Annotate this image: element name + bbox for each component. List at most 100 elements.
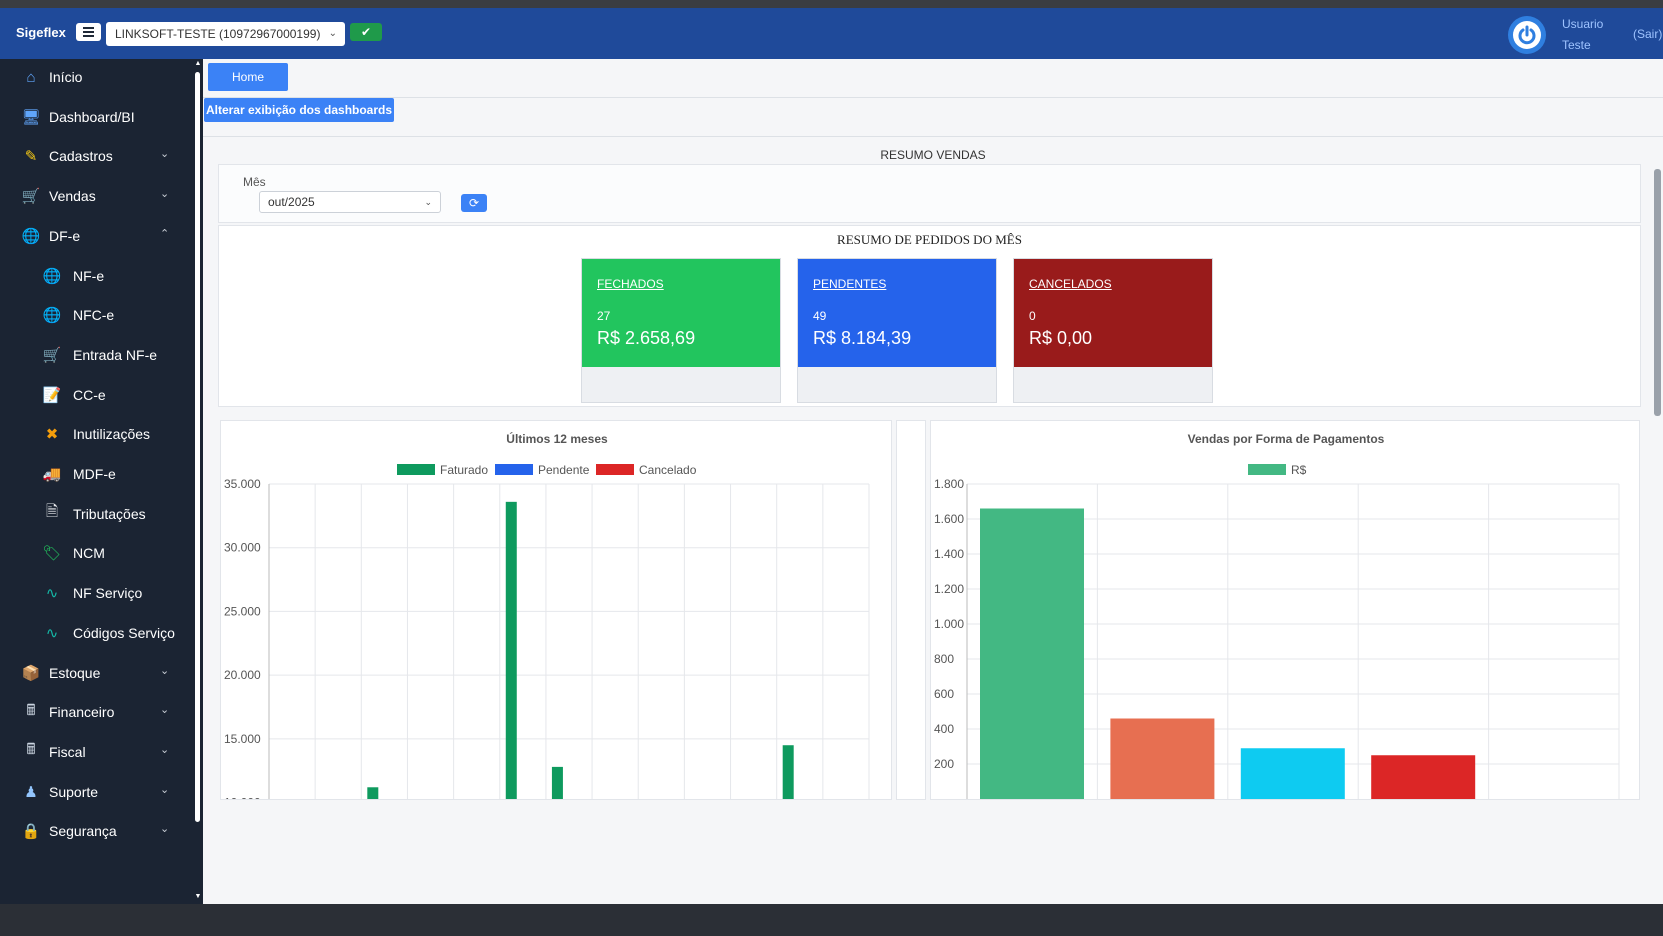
- legend-label: Faturado: [440, 463, 488, 477]
- bar: [980, 508, 1084, 799]
- sidebar-item-cadastros[interactable]: ✎ Cadastros ⌄: [0, 135, 193, 177]
- company-select[interactable]: LINKSOFT-TESTE (10972967000199) ⌄: [106, 22, 345, 46]
- sidebar-item-label: DF-e: [49, 227, 81, 244]
- boxes-icon: 📦: [21, 664, 41, 682]
- main-scrollbar[interactable]: [1652, 151, 1663, 851]
- sidebar-item-label: Estoque: [49, 664, 101, 681]
- alter-dashboard-button[interactable]: Alterar exibição dos dashboards: [204, 98, 394, 122]
- top-navbar: Sigeflex LINKSOFT-TESTE (10972967000199)…: [0, 8, 1663, 59]
- sidebar-item-entrada-nf-e[interactable]: 🛒 Entrada NF-e: [0, 334, 193, 376]
- sidebar-item-label: Fiscal: [49, 743, 86, 760]
- sidebar-item-df-e[interactable]: 🌐 DF-e ⌃: [0, 215, 193, 257]
- y-tick-label: 200: [934, 757, 954, 771]
- power-button[interactable]: [1508, 16, 1546, 54]
- card-pendentes[interactable]: PENDENTES 49 R$ 8.184,39: [797, 258, 997, 403]
- sidebar-item-estoque[interactable]: 📦 Estoque ⌄: [0, 652, 193, 694]
- sidebar-item-fiscal[interactable]: 🖩 Fiscal ⌄: [0, 731, 193, 773]
- sidebar-item-suporte[interactable]: ♟ Suporte ⌄: [0, 771, 193, 813]
- card-fechados-body: FECHADOS 27 R$ 2.658,69: [582, 259, 780, 367]
- y-tick-label: 1.200: [934, 582, 964, 596]
- sidebar-item-ncm[interactable]: 🏷 NCM: [0, 532, 193, 574]
- sidebar-item-nf-serviço[interactable]: ∿ NF Serviço: [0, 572, 193, 614]
- sidebar-item-segurança[interactable]: 🔒 Segurança ⌄: [0, 810, 193, 852]
- chevron-down-icon: ⌄: [160, 148, 170, 161]
- sidebar-scroll-thumb[interactable]: [195, 72, 200, 822]
- map-outline-icon: ∿: [45, 585, 59, 603]
- legend-swatch: [596, 464, 634, 475]
- sidebar-item-início[interactable]: ⌂ Início: [0, 56, 193, 98]
- bar: [782, 745, 794, 799]
- card-label[interactable]: FECHADOS: [597, 277, 664, 291]
- sidebar-item-label: NCM: [73, 545, 105, 562]
- chevron-down-icon: ⌄: [424, 197, 432, 207]
- chart-title: Últimos 12 meses: [506, 431, 608, 446]
- y-tick-label: 35.000: [224, 477, 261, 491]
- power-icon: [1513, 21, 1541, 49]
- sidebar-item-inutilizaç-es[interactable]: ✖ Inutilizações: [0, 413, 193, 455]
- sidebar-item-label: Tributações: [73, 505, 146, 522]
- bar: [505, 501, 517, 799]
- pedidos-panel: RESUMO DE PEDIDOS DO MÊS FECHADOS 27 R$ …: [218, 225, 1641, 407]
- chart-vendas-forma-pagamento: Vendas por Forma de Pagamentos R$ 1.800 1.6…: [930, 420, 1640, 800]
- monitor-chart-icon: 🖥: [21, 108, 41, 126]
- document-globe-icon: 🌐: [42, 267, 62, 285]
- cart-icon: 🛒: [42, 346, 62, 364]
- chevron-down-icon: ⌄: [160, 704, 170, 717]
- card-value: R$ 8.184,39: [813, 328, 912, 348]
- document-globe-icon: 🌐: [42, 307, 62, 325]
- y-tick-label: 10.000: [224, 796, 261, 800]
- truck-icon: 🚚: [42, 466, 62, 483]
- sidebar-item-financeiro[interactable]: 🖩 Financeiro ⌄: [0, 691, 193, 733]
- card-count: 0: [1029, 309, 1036, 323]
- resumo-vendas-title: RESUMO VENDAS: [880, 148, 986, 162]
- sidebar-item-tributaç-es[interactable]: 🗎 Tributações: [0, 493, 193, 535]
- chevron-down-icon: ⌄: [160, 664, 170, 677]
- main-scroll-thumb[interactable]: [1654, 169, 1661, 416]
- bar: [1240, 748, 1345, 799]
- sidebar-item-vendas[interactable]: 🛒 Vendas ⌄: [0, 175, 193, 217]
- bar: [551, 766, 563, 799]
- card-label[interactable]: CANCELADOS: [1029, 277, 1112, 291]
- y-tick-label: 15.000: [224, 732, 261, 746]
- sidebar-item-label: CC-e: [73, 386, 106, 403]
- card-label[interactable]: PENDENTES: [813, 277, 887, 291]
- support-person-icon: ♟: [24, 783, 38, 801]
- chevron-down-icon: ⌄: [160, 743, 170, 756]
- card-fechados[interactable]: FECHADOS 27 R$ 2.658,69: [581, 258, 781, 403]
- scroll-up-arrow-icon[interactable]: ▲: [194, 60, 202, 67]
- sidebar-item-nfc-e[interactable]: 🌐 NFC-e: [0, 294, 193, 336]
- sidebar-item-mdf-e[interactable]: 🚚 MDF-e: [0, 453, 193, 495]
- scroll-down-arrow-icon[interactable]: ▼: [194, 893, 202, 900]
- sidebar-item-label: NF-e: [73, 267, 105, 284]
- sidebar-item-nf-e[interactable]: 🌐 NF-e: [0, 255, 193, 297]
- sidebar-item-dashboard-bi[interactable]: 🖥 Dashboard/BI: [0, 96, 193, 138]
- sidebar-item-cc-e[interactable]: 📝 CC-e: [0, 374, 193, 416]
- card-value: R$ 2.658,69: [597, 328, 696, 348]
- map-outline-icon: ∿: [45, 624, 59, 642]
- confirm-company-button[interactable]: ✔: [350, 23, 382, 41]
- calculator-icon: 🖩: [26, 741, 36, 759]
- legend-swatch: [1248, 464, 1286, 475]
- sidebar-item-label: Dashboard/BI: [49, 108, 135, 125]
- filter-panel: Mês out/2025 ⌄ ⟳: [218, 164, 1641, 223]
- lock-icon: 🔒: [21, 823, 41, 841]
- home-button[interactable]: Home: [208, 63, 288, 91]
- sidebar-item-c-digos-serviço[interactable]: ∿ Códigos Serviço: [0, 612, 193, 654]
- refresh-button[interactable]: ⟳: [461, 194, 487, 212]
- sidebar-item-label: NF Serviço: [73, 585, 143, 602]
- y-tick-label: 25.000: [224, 604, 261, 618]
- calculator-icon: 🖩: [26, 701, 36, 719]
- y-tick-label: 400: [934, 722, 954, 736]
- window-top-strip: [0, 0, 1663, 8]
- mes-select[interactable]: out/2025 ⌄: [259, 191, 441, 213]
- bar: [1371, 755, 1476, 799]
- home-icon: ⌂: [26, 68, 36, 86]
- logout-link[interactable]: (Sair): [1633, 27, 1663, 41]
- bar: [1110, 718, 1215, 799]
- card-cancelados[interactable]: CANCELADOS 0 R$ 0,00: [1013, 258, 1213, 403]
- menu-toggle-button[interactable]: [76, 23, 101, 41]
- chevron-down-icon: ⌄: [160, 823, 170, 836]
- chart-ultimos-12-meses-svg: Últimos 12 meses Faturado Pendente Cancelad…: [224, 431, 870, 800]
- y-tick-label: 800: [934, 652, 954, 666]
- note-pencil-icon: 📝: [42, 386, 62, 404]
